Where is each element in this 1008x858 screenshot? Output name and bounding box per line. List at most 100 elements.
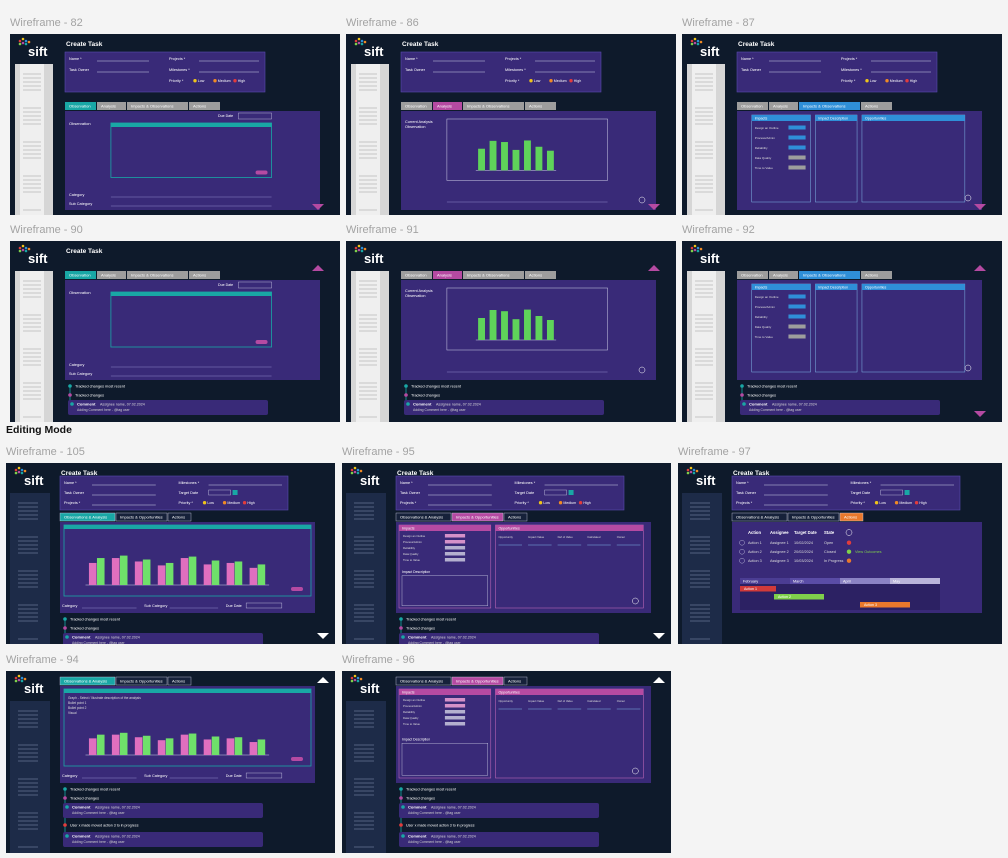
tab[interactable]	[451, 676, 504, 686]
priority-dot[interactable]	[529, 79, 533, 83]
tab[interactable]	[401, 102, 432, 110]
tab[interactable]	[769, 271, 798, 279]
tab[interactable]	[167, 512, 192, 522]
logo-dot	[23, 469, 27, 473]
tab[interactable]	[799, 102, 860, 110]
tab[interactable]	[769, 102, 798, 110]
scroll-arrow[interactable]	[312, 265, 324, 271]
scroll-arrow[interactable]	[312, 204, 324, 210]
priority-dot[interactable]	[914, 501, 919, 505]
column-title: Impact Description	[402, 737, 430, 741]
priority-dot[interactable]	[905, 79, 909, 83]
tab[interactable]	[525, 102, 556, 110]
save-button[interactable]	[255, 340, 268, 344]
save-button[interactable]	[291, 757, 303, 761]
priority-dot[interactable]	[885, 79, 889, 83]
add-button[interactable]	[964, 364, 972, 372]
tab[interactable]	[59, 512, 116, 522]
tab[interactable]	[97, 102, 126, 110]
sidebar	[10, 493, 50, 644]
comment-meta: Assignee name, 07.02.2024	[431, 635, 476, 639]
add-button[interactable]	[845, 529, 853, 536]
tab[interactable]	[97, 271, 126, 279]
editor[interactable]	[110, 122, 272, 178]
description-box	[401, 743, 489, 776]
priority-dot[interactable]	[213, 79, 217, 83]
add-button[interactable]	[964, 194, 972, 202]
tab[interactable]	[525, 271, 556, 279]
row-check[interactable]	[739, 539, 745, 546]
tab[interactable]	[115, 676, 168, 686]
priority-dot[interactable]	[865, 79, 869, 83]
priority-dot[interactable]	[578, 501, 583, 505]
tab[interactable]	[861, 271, 892, 279]
scroll-arrow[interactable]	[317, 633, 329, 639]
priority-dot[interactable]	[202, 501, 207, 505]
priority-dot[interactable]	[558, 501, 563, 505]
tab[interactable]	[65, 271, 96, 279]
tab[interactable]	[433, 102, 462, 110]
tab[interactable]	[737, 271, 768, 279]
add-button[interactable]	[638, 196, 646, 204]
priority-dot[interactable]	[242, 501, 247, 505]
row-check[interactable]	[739, 557, 745, 564]
priority-dot[interactable]	[874, 501, 879, 505]
editor[interactable]	[110, 291, 272, 348]
comment-meta: Assignee name, 07.02.2024	[95, 805, 140, 809]
row-check[interactable]	[739, 548, 745, 555]
tab[interactable]	[451, 512, 504, 522]
scroll-arrow[interactable]	[974, 204, 986, 210]
sidebar	[682, 493, 722, 644]
tab[interactable]	[395, 512, 452, 522]
tab[interactable]	[59, 676, 116, 686]
column-title: Opportunities	[865, 117, 887, 121]
tab[interactable]	[115, 512, 168, 522]
priority-dot[interactable]	[233, 79, 237, 83]
tab[interactable]	[65, 102, 96, 110]
scroll-arrow[interactable]	[974, 411, 986, 417]
tab[interactable]	[799, 271, 860, 279]
tab[interactable]	[127, 271, 188, 279]
tab[interactable]	[861, 102, 892, 110]
bar	[211, 736, 220, 755]
tab[interactable]	[395, 676, 452, 686]
scroll-arrow[interactable]	[653, 633, 665, 639]
tab[interactable]	[463, 271, 524, 279]
tab[interactable]	[737, 102, 768, 110]
sidebar-inner	[356, 271, 380, 422]
comment-text: Adding Comment here - @tag user	[408, 811, 462, 815]
priority-dot[interactable]	[538, 501, 543, 505]
priority-dot[interactable]	[193, 79, 197, 83]
impact-item: Time to Value	[403, 722, 420, 726]
priority-dot[interactable]	[894, 501, 899, 505]
save-button[interactable]	[291, 587, 303, 591]
tab[interactable]	[189, 271, 220, 279]
bar	[188, 733, 197, 755]
field-label: Milestones *	[515, 481, 536, 485]
scroll-arrow[interactable]	[974, 265, 986, 271]
add-button[interactable]	[638, 366, 646, 374]
tab[interactable]	[503, 676, 528, 686]
add-button[interactable]	[632, 767, 639, 775]
tab[interactable]	[731, 512, 788, 522]
priority-dot[interactable]	[549, 79, 553, 83]
tab[interactable]	[433, 271, 462, 279]
priority-dot[interactable]	[569, 79, 573, 83]
tab[interactable]	[189, 102, 220, 110]
tab[interactable]	[401, 271, 432, 279]
scroll-arrow[interactable]	[317, 677, 329, 683]
tab[interactable]	[463, 102, 524, 110]
field-label: Target Date	[515, 491, 535, 495]
scroll-arrow[interactable]	[648, 265, 660, 271]
add-button[interactable]	[632, 597, 639, 605]
tab[interactable]	[127, 102, 188, 110]
save-button[interactable]	[255, 170, 268, 175]
tab[interactable]	[503, 512, 528, 522]
priority-dot[interactable]	[222, 501, 227, 505]
view-outcomes[interactable]: View Outcomes	[855, 550, 882, 554]
scroll-arrow[interactable]	[648, 204, 660, 210]
tab[interactable]	[167, 676, 192, 686]
tab[interactable]	[787, 512, 840, 522]
tab[interactable]	[839, 512, 864, 522]
scroll-arrow[interactable]	[653, 677, 665, 683]
